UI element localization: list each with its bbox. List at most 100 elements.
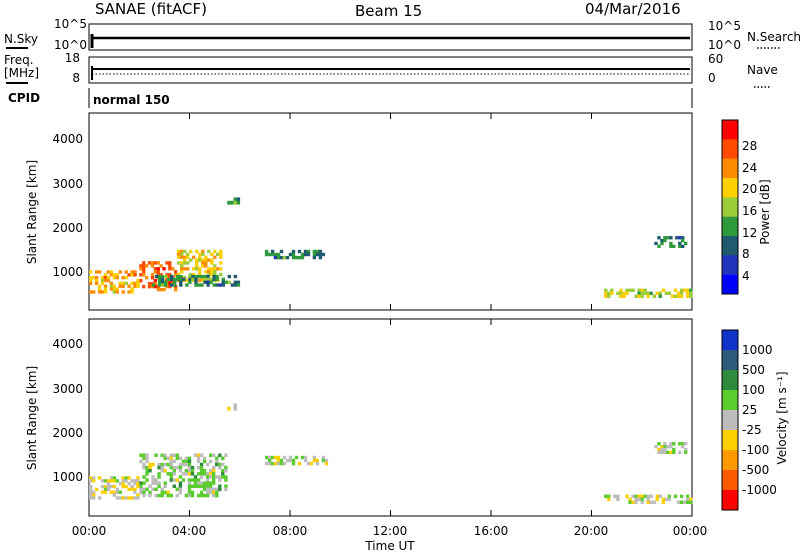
- rti-cell: [303, 249, 308, 254]
- rti-cell: [616, 494, 620, 498]
- rti-cell: [657, 236, 661, 240]
- rti-cell: [186, 278, 190, 283]
- rti-cell: [178, 469, 183, 473]
- rti-cell: [655, 494, 659, 498]
- colorbar-swatch: [722, 370, 738, 391]
- rti-cell: [663, 445, 667, 449]
- rti-cell: [213, 255, 217, 259]
- rti-cell: [679, 288, 684, 292]
- rti-cell: [306, 252, 311, 257]
- rti-cell: [103, 278, 108, 283]
- rti-cell: [209, 277, 213, 281]
- rti-cell: [276, 458, 281, 463]
- rti-cell: [279, 255, 284, 260]
- rti-cell: [179, 283, 183, 287]
- rti-cell: [315, 252, 320, 257]
- rti-cell: [315, 249, 320, 254]
- rti-cell: [187, 490, 192, 495]
- rti-cell: [236, 280, 241, 284]
- rti-cell: [163, 484, 167, 488]
- rti-cell: [94, 281, 99, 285]
- rti-cell: [176, 252, 181, 256]
- rti-cell: [660, 241, 664, 246]
- rti-cell: [209, 481, 213, 485]
- rti-cell: [100, 281, 105, 285]
- freq-frame: [88, 56, 693, 84]
- rti-cell: [169, 493, 173, 498]
- rti-cell: [224, 280, 228, 284]
- rti-cell: [170, 277, 174, 281]
- rti-cell: [156, 270, 160, 274]
- rti-cell: [206, 478, 210, 482]
- rti-cell: [112, 276, 116, 280]
- rti-cell: [219, 249, 223, 254]
- nsky-frame: [88, 23, 693, 51]
- rti-cell: [649, 291, 653, 295]
- rti-cell: [622, 291, 626, 295]
- rti-cell: [142, 456, 146, 461]
- rti-cell: [318, 252, 323, 257]
- rti-cell: [209, 484, 213, 488]
- rti-cell: [213, 249, 217, 254]
- rti-cell: [315, 458, 320, 463]
- rti-cell: [196, 493, 201, 498]
- rti-cell: [148, 465, 152, 470]
- rti-cell: [163, 274, 168, 279]
- rti-cell: [160, 487, 164, 492]
- rti-cell: [187, 478, 192, 482]
- rti-cell: [236, 283, 241, 287]
- x-tick-0800: 08:00: [273, 524, 308, 538]
- rti-cell: [148, 484, 152, 488]
- rti-cell: [136, 484, 140, 489]
- rti-cell: [658, 294, 662, 298]
- rti-cell: [215, 493, 219, 498]
- rti-cell: [92, 490, 96, 494]
- power-panel: 4000 3000 2000 1000 Slant Range [km]: [25, 112, 693, 311]
- rti-cell: [153, 267, 157, 271]
- rti-cell: [145, 453, 149, 457]
- rti-cell: [109, 476, 114, 480]
- rti-cell: [194, 280, 198, 284]
- rti-cell: [664, 291, 669, 295]
- rti-cell: [628, 288, 632, 292]
- rti-cell: [89, 290, 93, 294]
- rti-cell: [318, 255, 323, 260]
- rti-cell: [103, 484, 108, 489]
- x-axis-label: Time UT: [364, 539, 415, 553]
- rti-cell: [156, 267, 160, 271]
- rti-cell: [657, 244, 661, 248]
- rti-cell: [115, 490, 119, 494]
- rti-cell: [100, 484, 105, 489]
- rti-cell: [212, 493, 216, 498]
- rti-cell: [159, 273, 163, 277]
- rti-cell: [148, 490, 152, 495]
- rti-cell: [207, 267, 211, 271]
- rti-cell: [663, 447, 667, 452]
- rti-cell: [136, 496, 140, 500]
- rti-cell: [89, 281, 93, 285]
- rti-cell: [300, 252, 305, 257]
- rti-cell: [178, 481, 183, 485]
- colorbar-swatch: [722, 139, 738, 159]
- rti-cell: [215, 490, 219, 495]
- rti-cell: [183, 275, 187, 280]
- rti-cell: [150, 273, 155, 277]
- date-title: 04/Mar/2016: [585, 0, 681, 18]
- rti-cell: [227, 200, 231, 205]
- power-colorbar-frame: [721, 119, 739, 295]
- rti-cell: [646, 500, 650, 504]
- rti-cell: [312, 252, 317, 257]
- rti-cell: [685, 497, 690, 501]
- rti-cell: [160, 453, 164, 457]
- rti-cell: [215, 283, 219, 287]
- power-y-tick-1000: 1000: [52, 265, 83, 279]
- rti-cell: [288, 458, 293, 463]
- rti-cell: [159, 264, 163, 268]
- rti-cell: [200, 283, 204, 287]
- power-cbar-tick-28: 28: [742, 139, 757, 153]
- rti-cell: [178, 490, 183, 495]
- rti-cell: [297, 461, 302, 466]
- rti-cell: [112, 284, 116, 288]
- rti-cell: [643, 494, 647, 498]
- rti-cell: [682, 500, 687, 504]
